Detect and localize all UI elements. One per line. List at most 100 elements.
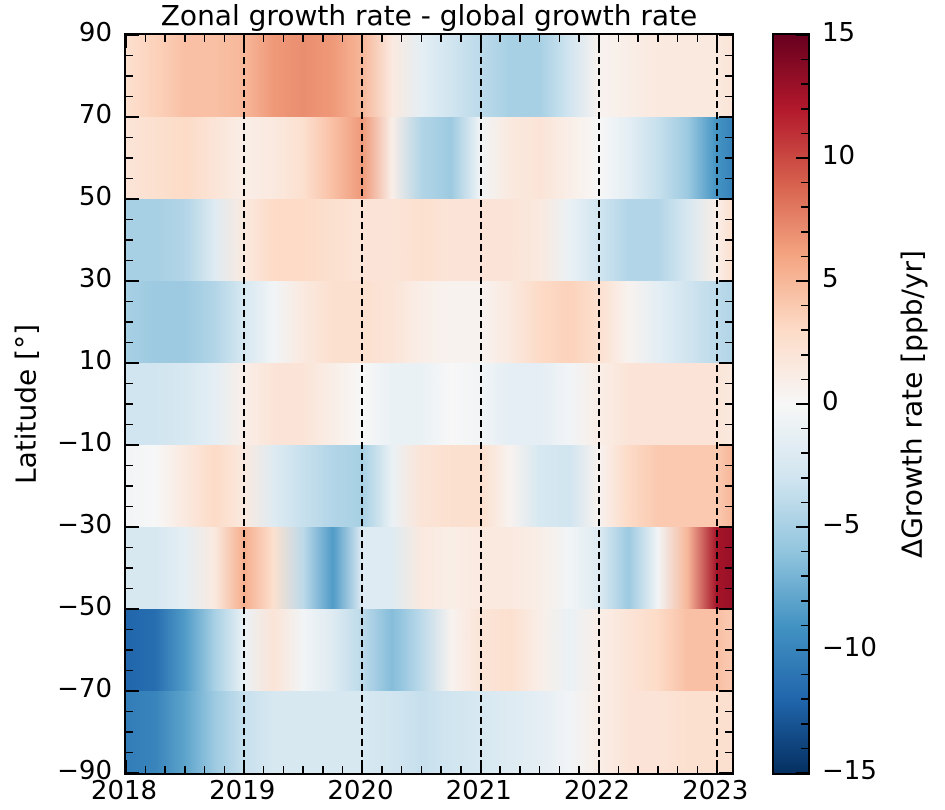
colorbar-tick-minor xyxy=(801,231,808,233)
x-tick-minor xyxy=(676,35,679,42)
x-tick-major xyxy=(361,35,364,48)
y-tick-minor xyxy=(725,464,732,466)
y-tick-minor xyxy=(725,157,732,159)
x-tick-minor xyxy=(460,35,462,42)
y-tick-minor xyxy=(725,300,732,302)
heatmap-band-30-to-10 xyxy=(126,281,732,363)
colorbar-tick-label-5: 5 xyxy=(822,264,839,294)
y-tick-minor xyxy=(126,177,133,179)
y-tick-major xyxy=(719,690,732,692)
y-tick-minor xyxy=(126,587,133,589)
x-tick-minor xyxy=(657,766,659,773)
y-tick-major xyxy=(126,362,139,364)
x-tick-minor xyxy=(499,766,501,773)
y-tick-major xyxy=(719,280,732,282)
y-tick-major xyxy=(719,444,732,446)
y-tick-minor xyxy=(126,751,133,753)
x-tick-minor xyxy=(322,766,324,773)
colorbar-tick-minor xyxy=(801,83,808,85)
y-tick-minor xyxy=(126,669,133,671)
x-tick-minor xyxy=(341,766,344,773)
colorbar-tick-minor xyxy=(801,477,808,479)
colorbar-tick-major xyxy=(796,649,808,651)
x-tick-minor xyxy=(282,35,285,42)
y-tick-minor xyxy=(126,649,133,651)
x-tick-major xyxy=(597,760,600,773)
dashed-year-line-2019 xyxy=(243,35,246,773)
x-tick-label-2020: 2020 xyxy=(327,776,394,806)
x-tick-major xyxy=(125,35,127,48)
y-tick-label-−10: −10 xyxy=(57,428,112,458)
y-tick-label-−30: −30 xyxy=(57,510,112,540)
colorbar-tick-minor xyxy=(801,550,808,553)
y-tick-major xyxy=(719,116,732,118)
colorbar-tick-major xyxy=(796,157,808,159)
y-tick-minor xyxy=(126,54,133,56)
y-tick-minor xyxy=(725,341,732,343)
y-tick-minor xyxy=(725,567,732,569)
y-tick-major xyxy=(126,198,139,200)
x-tick-major xyxy=(716,760,719,773)
x-tick-minor xyxy=(460,766,462,773)
colorbar-tick-minor xyxy=(801,132,808,135)
x-tick-minor xyxy=(617,766,620,773)
colorbar-tick-major xyxy=(796,403,808,405)
x-tick-major xyxy=(243,35,246,48)
x-tick-minor xyxy=(538,35,541,42)
x-tick-minor xyxy=(578,766,580,773)
x-tick-minor xyxy=(203,766,206,773)
y-tick-minor xyxy=(126,731,133,733)
y-tick-minor xyxy=(725,382,732,384)
y-tick-major xyxy=(126,608,139,610)
colorbar-tick-minor xyxy=(801,108,808,110)
y-tick-minor xyxy=(126,157,133,159)
x-tick-minor xyxy=(617,35,620,42)
chart-title: Zonal growth rate - global growth rate xyxy=(160,0,698,32)
x-tick-minor xyxy=(262,766,265,773)
y-tick-minor xyxy=(126,218,133,220)
y-tick-minor xyxy=(126,485,133,487)
x-tick-minor xyxy=(499,35,501,42)
dashed-year-line-2021 xyxy=(479,35,482,773)
colorbar-tick-minor xyxy=(801,698,808,700)
heatmap-band--30-to--50 xyxy=(126,527,732,609)
y-tick-minor xyxy=(725,710,732,712)
y-tick-minor xyxy=(126,136,133,138)
y-tick-minor xyxy=(126,382,133,384)
y-tick-minor xyxy=(725,546,732,548)
y-tick-minor xyxy=(725,177,732,179)
y-tick-minor xyxy=(126,567,133,569)
y-tick-major xyxy=(126,772,139,774)
x-tick-major xyxy=(479,760,482,773)
y-tick-major xyxy=(719,772,732,774)
y-tick-minor xyxy=(126,95,133,97)
colorbar-tick-label-0: 0 xyxy=(822,387,839,417)
y-tick-minor xyxy=(725,54,732,56)
y-tick-minor xyxy=(126,505,133,507)
x-tick-label-2018: 2018 xyxy=(90,776,158,806)
heatmap-band-10-to--10 xyxy=(126,363,732,445)
x-tick-minor xyxy=(184,35,186,42)
y-tick-minor xyxy=(725,731,732,733)
colorbar-tick-minor xyxy=(801,624,808,627)
x-tick-minor xyxy=(381,35,383,42)
heatmap-band--10-to--30 xyxy=(126,445,732,527)
x-tick-major xyxy=(597,35,600,48)
x-tick-minor xyxy=(657,35,659,42)
heatmap-band-50-to-30 xyxy=(126,199,732,281)
x-tick-major xyxy=(361,760,364,773)
x-tick-minor xyxy=(440,766,442,773)
dashed-year-line-2022 xyxy=(597,35,600,773)
colorbar-tick-label-10: 10 xyxy=(822,141,856,171)
y-tick-label-−90: −90 xyxy=(57,756,112,786)
colorbar-tick-major xyxy=(796,34,808,36)
x-tick-minor xyxy=(341,35,344,42)
y-tick-minor xyxy=(126,546,133,548)
x-tick-minor xyxy=(144,766,147,773)
x-tick-minor xyxy=(262,35,265,42)
x-tick-minor xyxy=(282,766,285,773)
y-tick-major xyxy=(126,34,139,36)
dashed-year-line-2020 xyxy=(361,35,364,773)
x-tick-minor xyxy=(519,766,521,773)
y-tick-major xyxy=(719,526,732,528)
